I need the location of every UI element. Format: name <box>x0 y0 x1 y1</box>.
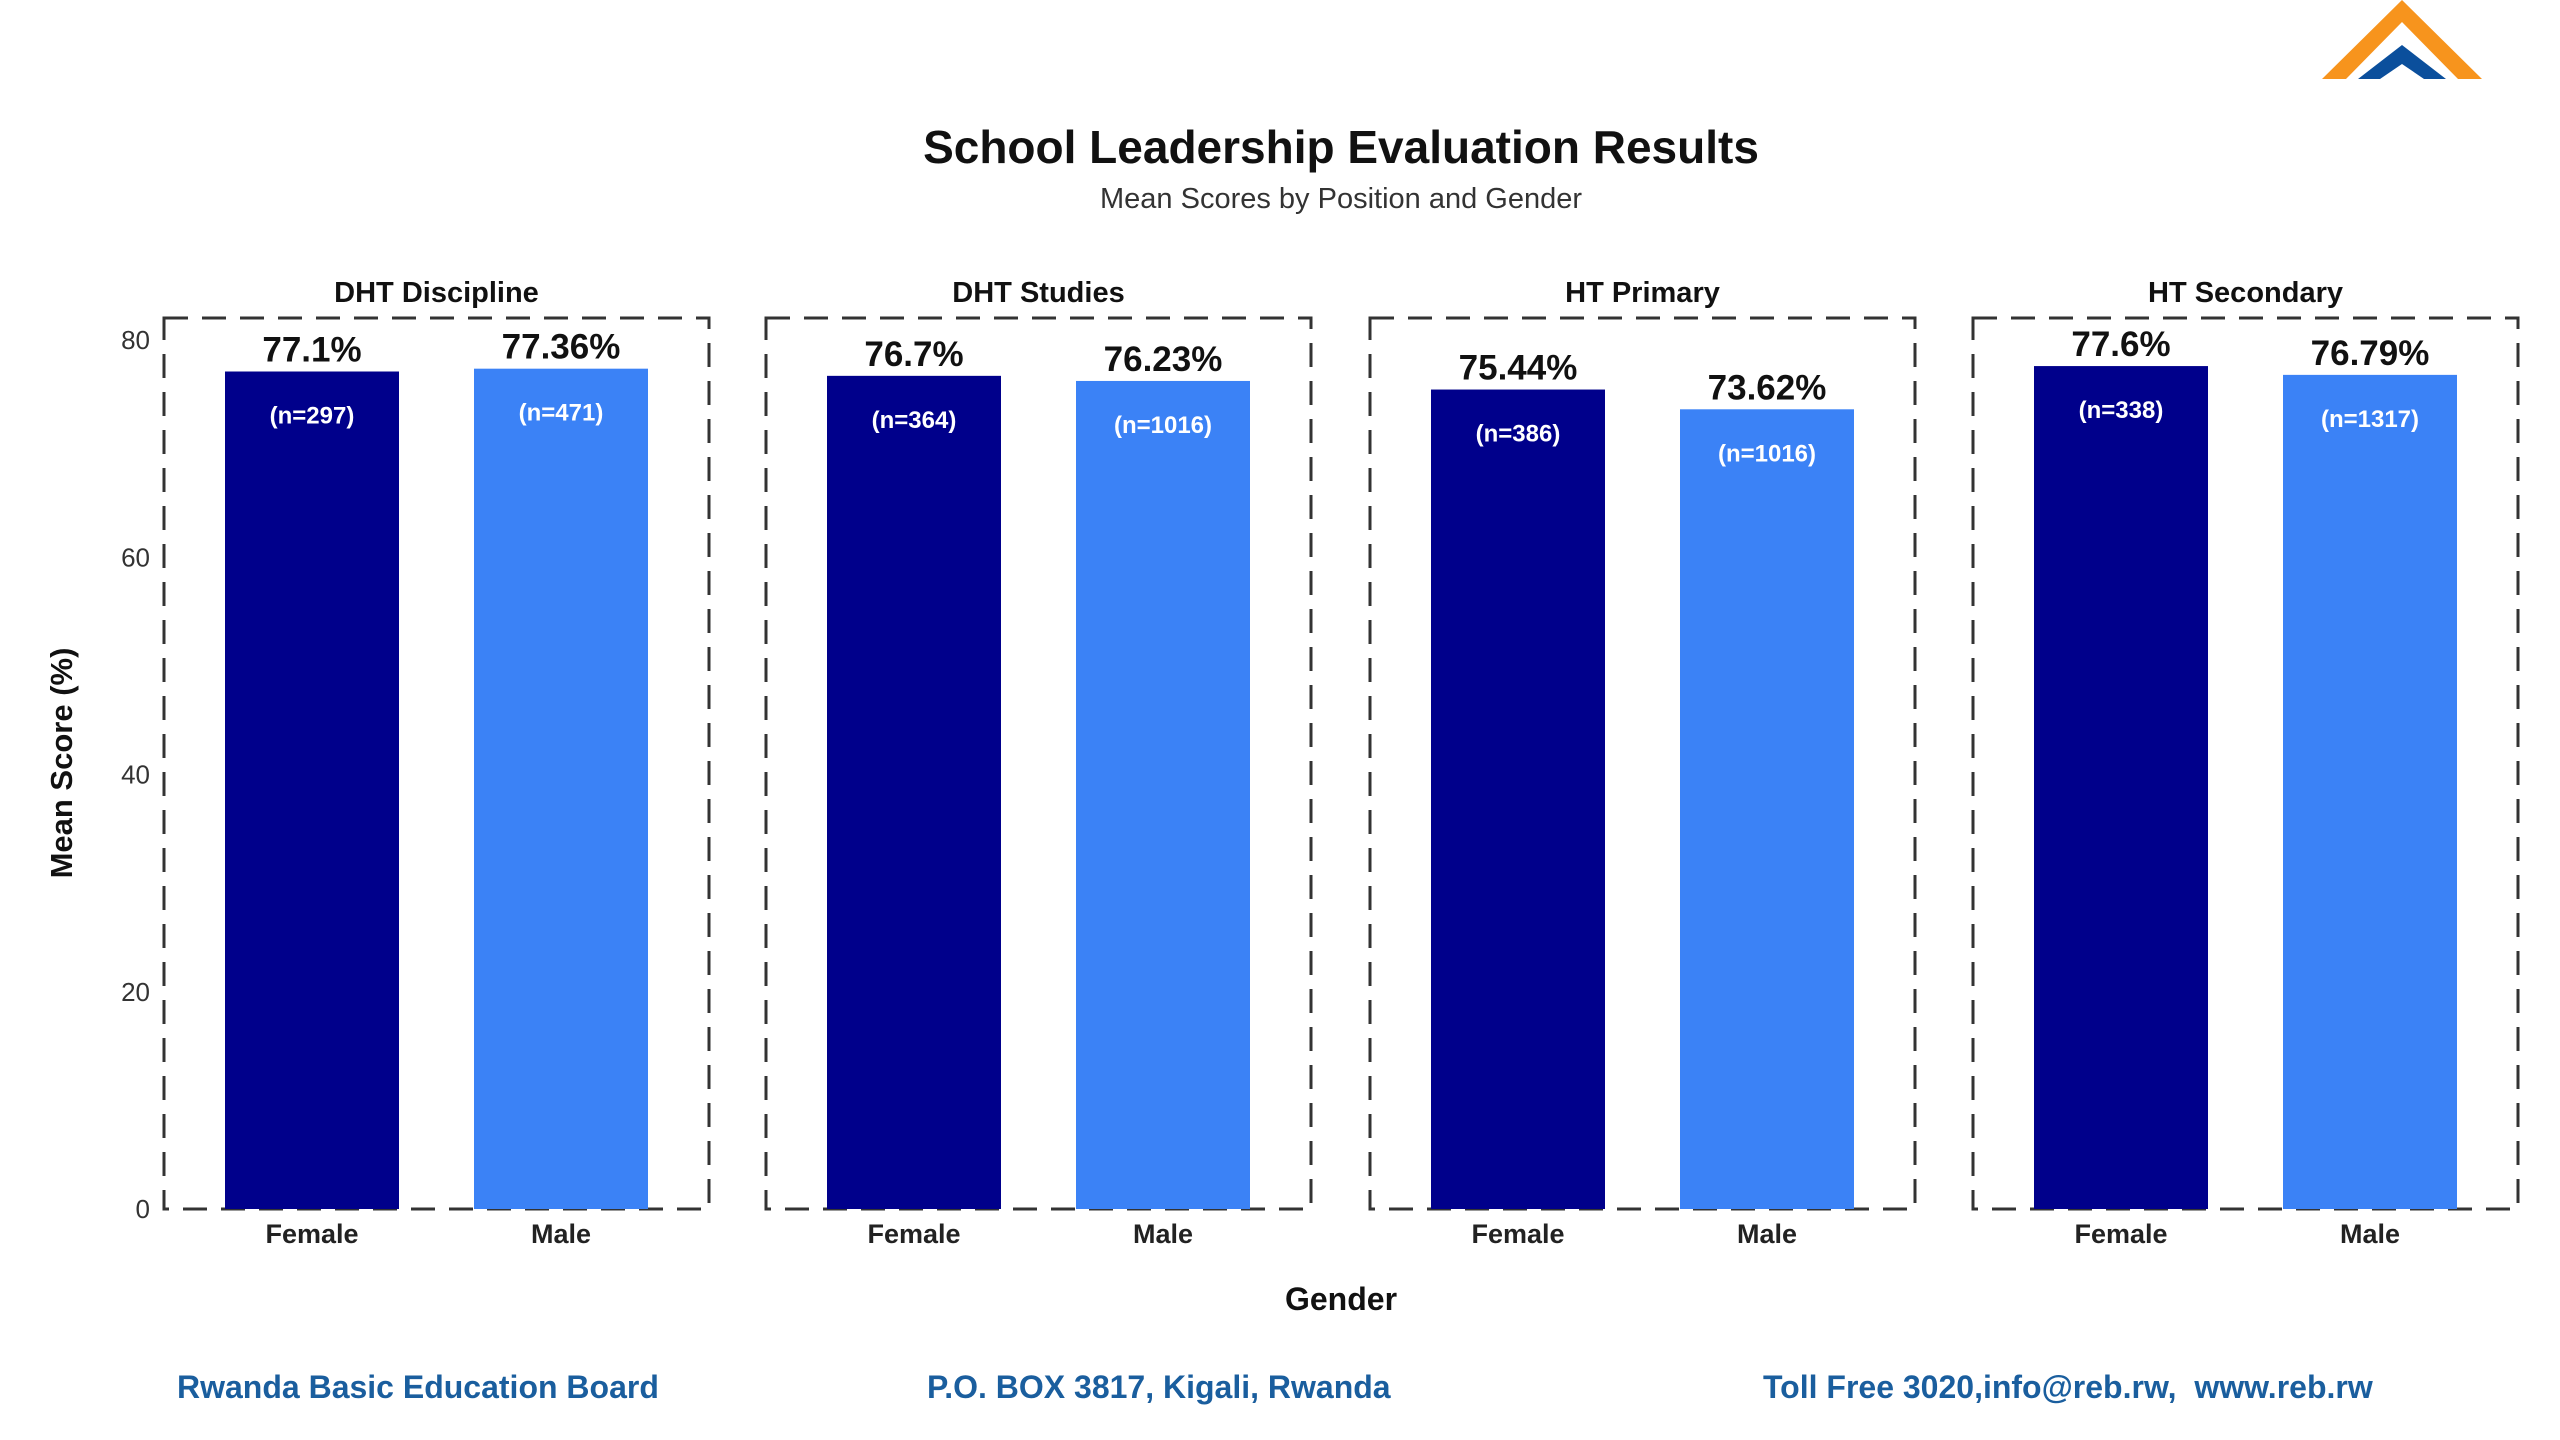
value-label: 76.7% <box>864 335 963 374</box>
n-label: (n=364) <box>872 407 957 434</box>
value-label: 77.1% <box>262 331 361 370</box>
panel-ht-primary: HT Primary 75.44% (n=386) Female 73.62% (n=10… <box>1368 277 1917 1249</box>
n-label: (n=471) <box>519 400 604 427</box>
panel-border <box>764 316 1313 1211</box>
panel-ht-secondary: HT Secondary 77.6% (n=338) Female 76.79% (n=1… <box>1971 277 2520 1249</box>
x-tick-label: Male <box>531 1219 591 1249</box>
x-tick-label: Male <box>1133 1219 1193 1249</box>
chart-subtitle: Mean Scores by Position and Gender <box>1100 183 1582 215</box>
y-axis-label: Mean Score (%) <box>44 648 79 879</box>
panel-label: HT Primary <box>1565 277 1720 309</box>
panel-dht-studies: DHT Studies 76.7% (n=364) Female 76.23% (n=10… <box>764 277 1313 1249</box>
footer-address: P.O. BOX 3817, Kigali, Rwanda <box>927 1369 1391 1405</box>
n-label: (n=1016) <box>1718 440 1816 467</box>
x-axis-label: Gender <box>1285 1281 1397 1317</box>
bar-male <box>1076 380 1250 1209</box>
y-tick-label: 40 <box>121 760 150 790</box>
n-label: (n=1016) <box>1114 412 1212 439</box>
x-tick-label: Male <box>2340 1219 2400 1249</box>
x-tick-label: Female <box>265 1219 358 1249</box>
n-label: (n=338) <box>2079 397 2164 424</box>
bar-female <box>1431 389 1605 1210</box>
panel-dht-discipline: DHT Discipline 77.1% (n=297) Female 77.36% (n… <box>162 277 711 1249</box>
n-label: (n=386) <box>1476 421 1561 448</box>
bar-female <box>827 375 1001 1209</box>
value-label: 73.62% <box>1708 368 1827 407</box>
y-tick-label: 80 <box>121 325 150 355</box>
footer-org: Rwanda Basic Education Board <box>177 1369 659 1405</box>
bar-male <box>474 368 648 1209</box>
panel-border <box>1971 316 2520 1211</box>
panel-label: HT Secondary <box>2148 277 2343 309</box>
x-tick-label: Female <box>2074 1219 2167 1249</box>
y-tick-label: 20 <box>121 977 150 1007</box>
y-tick-label: 60 <box>121 542 150 572</box>
panel-label: DHT Studies <box>952 277 1124 309</box>
value-label: 76.79% <box>2311 334 2430 373</box>
x-tick-label: Male <box>1737 1219 1797 1249</box>
bar-female <box>225 371 399 1210</box>
logo <box>2322 0 2482 79</box>
panel-border <box>162 316 711 1211</box>
bar-male <box>2283 374 2457 1209</box>
chart-title: School Leadership Evaluation Results <box>923 121 1759 173</box>
n-label: (n=1317) <box>2321 406 2419 433</box>
x-tick-label: Female <box>867 1219 960 1249</box>
value-label: 77.36% <box>502 328 621 367</box>
panel-label: DHT Discipline <box>334 277 539 309</box>
bar-female <box>2034 366 2208 1209</box>
x-tick-label: Female <box>1471 1219 1564 1249</box>
panel-border <box>1368 316 1917 1211</box>
y-tick-label: 0 <box>136 1194 150 1224</box>
footer-contact: Toll Free 3020,info@reb.rw, www.reb.rw <box>1763 1369 2373 1405</box>
value-label: 76.23% <box>1104 340 1223 379</box>
bar-male <box>1680 409 1854 1210</box>
value-label: 75.44% <box>1459 349 1578 388</box>
n-label: (n=297) <box>270 403 355 430</box>
value-label: 77.6% <box>2071 325 2170 364</box>
